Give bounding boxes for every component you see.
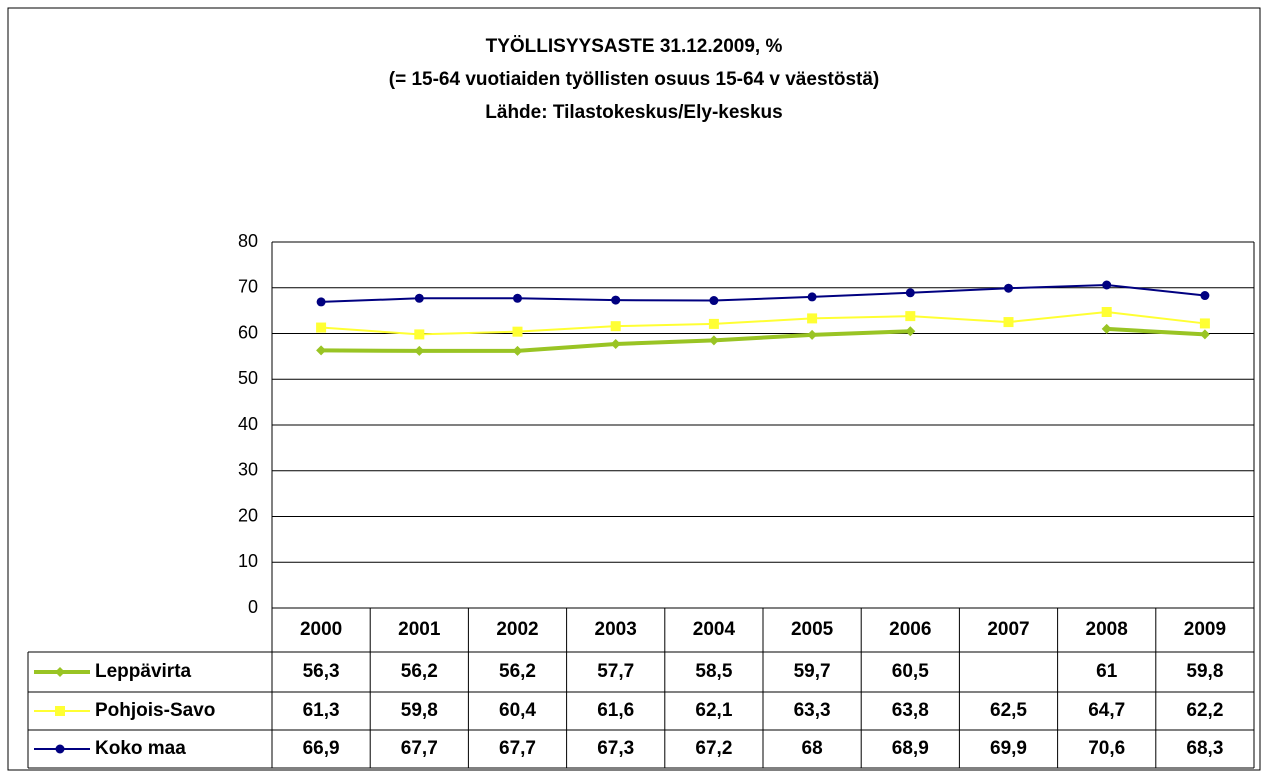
x-tick-label: 2007 xyxy=(987,619,1029,640)
marker xyxy=(55,667,65,677)
data-label: 57,7 xyxy=(597,661,634,682)
marker xyxy=(1199,329,1210,340)
data-label: 67,7 xyxy=(401,738,438,759)
marker xyxy=(513,293,522,303)
series-line xyxy=(321,284,1206,303)
y-tick-label: 20 xyxy=(238,505,258,525)
marker xyxy=(611,295,621,305)
y-tick-label: 60 xyxy=(238,322,258,342)
x-tick-label: 2001 xyxy=(398,619,441,640)
data-label: 66,9 xyxy=(303,738,340,759)
data-label: 59,8 xyxy=(401,700,438,721)
data-label: 61,6 xyxy=(597,700,634,721)
x-tick-label: 2006 xyxy=(889,619,931,640)
marker xyxy=(316,322,327,333)
x-tick-label: 2000 xyxy=(300,619,342,640)
data-label: 59,8 xyxy=(1186,661,1223,682)
x-tick-label: 2004 xyxy=(693,619,736,640)
marker xyxy=(1200,291,1210,301)
data-label: 68,3 xyxy=(1186,738,1223,759)
legend-label: Pohjois-Savo xyxy=(95,700,215,721)
data-label: 56,3 xyxy=(303,661,340,682)
data-label: 67,3 xyxy=(597,738,634,759)
data-label: 68 xyxy=(802,738,823,759)
data-label: 59,7 xyxy=(794,661,831,682)
marker xyxy=(1101,306,1112,317)
y-tick-label: 0 xyxy=(248,597,258,617)
data-label: 67,7 xyxy=(499,738,536,759)
x-tick-label: 2003 xyxy=(595,619,637,640)
data-label: 70,6 xyxy=(1088,738,1125,759)
y-tick-label: 70 xyxy=(238,277,258,297)
marker xyxy=(708,335,719,346)
legend-label: Koko maa xyxy=(95,738,186,759)
marker xyxy=(55,706,65,716)
legend-label: Leppävirta xyxy=(95,661,192,682)
marker xyxy=(1101,323,1112,334)
data-label: 63,3 xyxy=(794,700,831,721)
marker xyxy=(905,311,916,322)
x-tick-label: 2005 xyxy=(791,619,834,640)
y-tick-label: 50 xyxy=(238,368,258,388)
data-label: 60,4 xyxy=(499,700,536,721)
data-label: 56,2 xyxy=(401,661,438,682)
data-label: 63,8 xyxy=(892,700,929,721)
marker xyxy=(512,326,523,337)
marker xyxy=(316,345,327,356)
data-label: 69,9 xyxy=(990,738,1027,759)
chart-subtitle: (= 15-64 vuotiaiden työllisten osuus 15-… xyxy=(389,69,879,90)
chart-border xyxy=(7,7,1261,771)
marker xyxy=(709,296,719,306)
data-label: 62,1 xyxy=(695,700,732,721)
marker xyxy=(1199,318,1210,329)
data-label: 58,5 xyxy=(695,661,732,682)
marker xyxy=(610,339,621,350)
data-label: 60,5 xyxy=(892,661,929,682)
data-label: 62,2 xyxy=(1186,700,1223,721)
chart-title: TYÖLLISYYSASTE 31.12.2009, % xyxy=(486,36,783,57)
data-label: 68,9 xyxy=(892,738,929,759)
marker xyxy=(807,329,818,340)
marker xyxy=(807,313,818,324)
marker xyxy=(905,326,916,337)
marker xyxy=(414,345,425,356)
marker xyxy=(708,318,719,329)
x-tick-label: 2008 xyxy=(1086,619,1128,640)
marker xyxy=(1004,283,1013,293)
marker xyxy=(610,321,621,332)
marker xyxy=(55,744,65,754)
marker xyxy=(512,345,523,356)
y-tick-label: 30 xyxy=(238,460,258,480)
marker xyxy=(316,297,326,307)
data-label: 67,2 xyxy=(695,738,732,759)
marker xyxy=(1003,317,1014,328)
marker xyxy=(414,329,425,340)
y-tick-label: 10 xyxy=(238,551,258,571)
marker xyxy=(807,292,817,302)
chart-source: Lähde: Tilastokeskus/Ely-keskus xyxy=(485,102,782,123)
marker xyxy=(905,288,915,298)
x-tick-label: 2009 xyxy=(1184,619,1226,640)
x-tick-label: 2002 xyxy=(496,619,538,640)
data-label: 61 xyxy=(1096,661,1118,682)
data-label: 61,3 xyxy=(303,700,340,721)
marker xyxy=(1102,280,1112,290)
marker xyxy=(414,293,424,303)
data-label: 64,7 xyxy=(1088,700,1125,721)
y-tick-label: 40 xyxy=(238,414,258,434)
series-line xyxy=(321,310,1206,336)
data-label: 56,2 xyxy=(499,661,536,682)
data-label: 62,5 xyxy=(990,700,1027,721)
y-tick-label: 80 xyxy=(238,231,258,251)
